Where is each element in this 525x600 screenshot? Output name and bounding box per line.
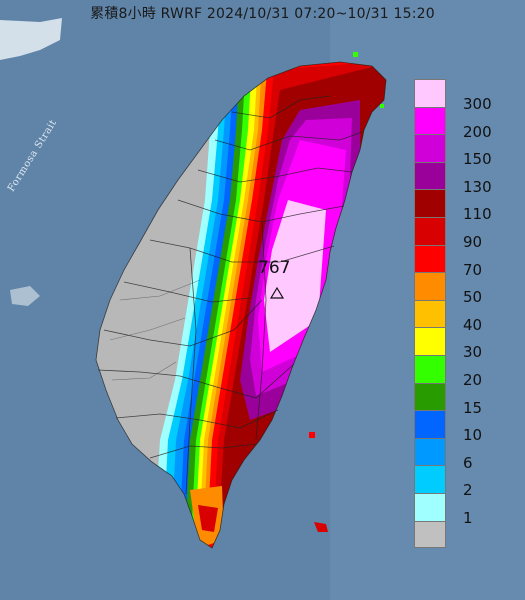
legend-label: 40 xyxy=(463,315,483,334)
legend-label: 300 xyxy=(463,95,492,113)
legend-swatch xyxy=(414,106,446,135)
legend-swatch xyxy=(414,492,446,521)
island-orchid xyxy=(314,522,328,532)
legend-label: 200 xyxy=(463,122,492,141)
legend-swatch xyxy=(414,520,446,549)
legend-swatch xyxy=(414,299,446,328)
legend-swatch xyxy=(414,216,446,245)
island-green xyxy=(309,432,315,438)
legend-label: 10 xyxy=(463,426,483,445)
legend-label: 2 xyxy=(463,481,473,500)
max-value-label: 767 xyxy=(258,258,291,278)
legend-label: 70 xyxy=(463,260,483,279)
legend-swatch xyxy=(414,189,446,217)
legend-swatch xyxy=(414,354,446,383)
max-marker-triangle xyxy=(269,286,285,299)
map-title: 累積8小時 RWRF 2024/10/31 07:20~10/31 15:20 xyxy=(90,6,435,22)
legend-label: 110 xyxy=(463,205,492,224)
legend-label: 6 xyxy=(463,453,473,472)
legend-label: 90 xyxy=(463,233,483,251)
station-marker-north xyxy=(353,52,358,57)
legend-swatch xyxy=(414,244,446,273)
legend-swatch xyxy=(414,134,446,162)
legend-label: 130 xyxy=(463,177,492,196)
legend-label: 150 xyxy=(463,150,492,169)
legend-swatch xyxy=(414,327,446,355)
legend-swatch xyxy=(414,382,446,411)
legend-swatch xyxy=(414,465,446,493)
legend-label: 20 xyxy=(463,371,483,389)
mainland-coast xyxy=(0,18,62,60)
legend-label: 1 xyxy=(463,509,473,527)
legend-label: 30 xyxy=(463,343,483,362)
legend-label: 15 xyxy=(463,398,483,417)
legend-swatch xyxy=(414,161,446,190)
legend-colorbar xyxy=(414,79,446,549)
legend-swatch xyxy=(414,272,446,300)
island-penghu xyxy=(10,286,40,306)
legend-swatch xyxy=(414,437,446,466)
legend-label: 50 xyxy=(463,288,483,307)
legend-swatch xyxy=(414,79,446,107)
legend-swatch xyxy=(414,410,446,438)
station-marker-ne xyxy=(380,104,384,108)
rivers xyxy=(109,279,201,381)
county-boundaries xyxy=(95,61,387,549)
